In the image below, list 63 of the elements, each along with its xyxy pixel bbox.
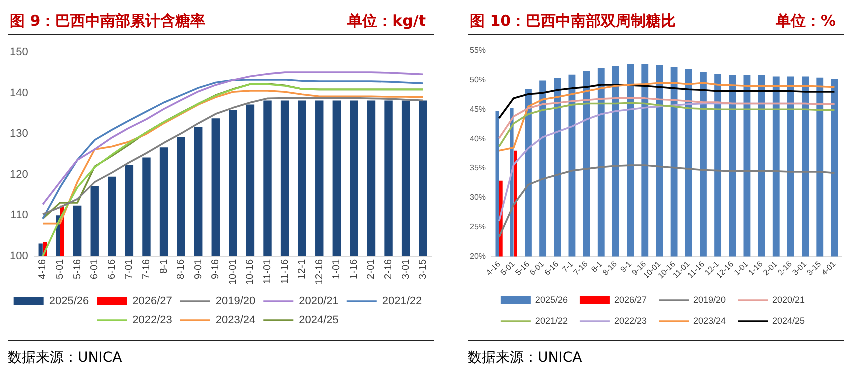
y-tick-label: 25% bbox=[470, 222, 486, 232]
legend-label: 2023/24 bbox=[216, 314, 256, 327]
x-tick-label: 5-01 bbox=[55, 258, 66, 280]
x-tick-label: 3-01 bbox=[790, 259, 809, 278]
x-tick-label: 10-01 bbox=[228, 258, 239, 285]
x-tick-label: 9-01 bbox=[193, 258, 204, 280]
x-tick-label: 11-01 bbox=[262, 258, 274, 284]
legend-label: 2025/26 bbox=[49, 296, 90, 308]
y-tick-label: 110 bbox=[10, 210, 28, 222]
x-tick-label: 12-16 bbox=[314, 258, 326, 285]
x-tick-label: 7-01 bbox=[124, 258, 136, 280]
legend-label: 2022/23 bbox=[132, 314, 172, 327]
legend-label: 2020/21 bbox=[299, 296, 339, 308]
x-tick-label: 5-16 bbox=[72, 258, 84, 280]
x-tick-label: 2-16 bbox=[384, 258, 395, 280]
chart-title: 图 10：巴西中南部双周制糖比 bbox=[470, 12, 676, 31]
y-tick-label: 40% bbox=[470, 134, 486, 144]
x-tick-label: 7-16 bbox=[141, 258, 152, 280]
x-tick-label: 8-16 bbox=[176, 258, 188, 280]
x-tick-label: 1-01 bbox=[732, 259, 751, 278]
x-tick-label: 12-1 bbox=[297, 258, 308, 280]
x-tick-label: 9-1 bbox=[618, 259, 634, 274]
x-tick-label: 6-16 bbox=[106, 258, 118, 280]
x-tick-label: 4-16 bbox=[38, 258, 49, 280]
x-tick-label: 2-01 bbox=[366, 258, 378, 280]
y-tick-label: 55% bbox=[470, 46, 486, 56]
legend-label: 2026/27 bbox=[132, 296, 172, 308]
x-tick-label: 1-16 bbox=[348, 258, 360, 280]
legend-label: 2025/26 bbox=[535, 294, 568, 305]
legend-label: 2021/22 bbox=[535, 316, 568, 326]
y-tick-label: 120 bbox=[10, 168, 28, 181]
x-tick-label: 11-16 bbox=[280, 258, 291, 284]
x-tick-label: 3-15 bbox=[418, 258, 430, 280]
legend-label: 2024/25 bbox=[772, 316, 806, 326]
y-tick-label: 140 bbox=[10, 87, 28, 100]
y-tick-label: 50% bbox=[470, 75, 486, 84]
y-tick-label: 20% bbox=[470, 252, 486, 261]
x-tick-label: 10-16 bbox=[245, 258, 256, 285]
x-tick-label: 1-01 bbox=[332, 258, 343, 280]
y-tick-label: 150 bbox=[10, 46, 28, 59]
source-note: 数据来源：UNICA bbox=[468, 340, 844, 367]
y-tick-label: 100 bbox=[10, 250, 28, 262]
chart-subtitle: 单位：kg/t bbox=[348, 12, 426, 31]
chart-subtitle: 单位：% bbox=[776, 12, 836, 31]
x-tick-label: 3-01 bbox=[400, 258, 412, 280]
y-tick-label: 45% bbox=[470, 104, 486, 114]
legend-label: 2024/25 bbox=[299, 314, 339, 327]
y-tick-label: 35% bbox=[470, 164, 486, 173]
x-tick-label: 4-01 bbox=[820, 259, 838, 278]
legend-label: 2019/20 bbox=[216, 296, 256, 308]
x-tick-label: 6-01 bbox=[90, 258, 101, 280]
y-tick-label: 30% bbox=[470, 193, 486, 202]
legend-label: 2020/21 bbox=[772, 294, 806, 305]
legend-label: 2023/24 bbox=[694, 316, 726, 326]
source-note: 数据来源：UNICA bbox=[8, 340, 434, 367]
legend-label: 2021/22 bbox=[382, 296, 422, 308]
x-tick-label: 8-1 bbox=[158, 258, 170, 274]
legend-label: 2022/23 bbox=[614, 316, 648, 326]
legend-label: 2026/27 bbox=[614, 294, 648, 305]
legend-label: 2019/20 bbox=[694, 294, 726, 305]
y-tick-label: 130 bbox=[10, 128, 28, 140]
x-tick-label: 9-16 bbox=[210, 258, 222, 280]
chart-title: 图 9：巴西中南部累计含糖率 bbox=[10, 12, 206, 31]
